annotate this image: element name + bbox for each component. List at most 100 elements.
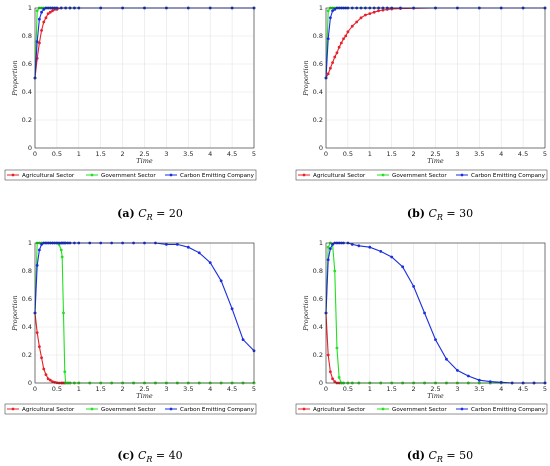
- legend-marker-government: [381, 173, 385, 177]
- x-axis-label: Time: [136, 392, 153, 400]
- data-point-agricultural: [40, 29, 43, 32]
- x-tick-label: 1.5: [96, 385, 106, 393]
- data-point-carbon: [350, 243, 354, 246]
- caption-b: (b) CR = 30: [406, 207, 474, 223]
- x-tick-label: 1.5: [387, 385, 397, 393]
- data-point-carbon: [326, 37, 330, 41]
- y-tick-label: 1: [28, 239, 32, 247]
- data-point-agricultural: [326, 353, 330, 357]
- x-axis-label: Time: [427, 157, 444, 165]
- y-tick-label: 0.8: [22, 32, 32, 40]
- x-tick-label: 4.5: [227, 150, 237, 158]
- y-tick-label: 0.4: [22, 88, 32, 96]
- y-axis-label: Proportion: [11, 295, 19, 331]
- legend-label-carbon: Carbon Emitting Company: [471, 173, 546, 179]
- legend-label-carbon: Carbon Emitting Company: [471, 407, 546, 413]
- x-tick-label: 1: [368, 385, 372, 393]
- x-tick-label: 5: [543, 385, 547, 393]
- data-point-agricultural: [335, 51, 339, 55]
- x-tick-label: 2: [121, 385, 125, 393]
- data-point-agricultural: [46, 377, 50, 381]
- y-tick-label: 0.6: [22, 295, 32, 303]
- data-point-agricultural: [326, 72, 330, 76]
- x-tick-label: 3.5: [474, 150, 484, 158]
- data-point-agricultural: [333, 380, 337, 383]
- x-tick-label: 0: [324, 385, 328, 393]
- x-tick-label: 2.5: [139, 150, 149, 158]
- legend-label-agricultural: Agricultural Sector: [22, 173, 75, 179]
- data-point-carbon: [331, 9, 334, 13]
- legend-label-agricultural: Agricultural Sector: [22, 407, 75, 413]
- y-tick-label: 0: [319, 379, 323, 387]
- data-point-carbon: [40, 243, 43, 246]
- data-point-carbon: [35, 264, 39, 267]
- legend-marker-carbon: [460, 173, 464, 177]
- data-point-agricultural: [46, 12, 50, 16]
- data-point-government: [60, 255, 64, 259]
- data-point-carbon: [230, 307, 234, 311]
- data-point-government: [62, 311, 65, 315]
- data-point-carbon: [328, 247, 332, 251]
- x-tick-label: 3: [455, 150, 459, 158]
- data-point-carbon: [331, 243, 334, 246]
- legend-marker-agricultural: [11, 173, 15, 177]
- legend-label-carbon: Carbon Emitting Company: [180, 407, 255, 413]
- data-point-agricultural: [328, 66, 332, 70]
- data-point-carbon: [445, 357, 448, 361]
- plot-frame: [325, 242, 546, 384]
- legend-marker-government: [90, 173, 94, 177]
- x-tick-label: 4: [499, 150, 503, 158]
- y-tick-label: 0.8: [313, 267, 323, 275]
- chart-panel-b: 0 0.5 1 1.5 2 2.5 3 3.5 4 4.5 5 0 0.2 0.4 0.6 0.8 1 Time P…: [295, 4, 548, 181]
- data-point-carbon: [186, 245, 190, 249]
- data-point-carbon: [326, 258, 330, 262]
- data-point-carbon: [208, 261, 212, 264]
- legend-label-government: Government Sector: [392, 173, 447, 179]
- x-tick-label: 3.5: [474, 385, 484, 393]
- x-tick-label: 1.5: [387, 150, 397, 158]
- data-point-agricultural: [37, 41, 41, 45]
- y-axis-label: Proportion: [302, 295, 310, 331]
- x-tick-label: 3.5: [183, 150, 193, 158]
- data-point-government: [335, 346, 339, 350]
- caption-d: (d) CR = 50: [406, 449, 474, 465]
- x-tick-label: 3: [164, 150, 168, 158]
- y-tick-label: 1: [319, 4, 323, 12]
- data-point-government: [326, 9, 330, 13]
- x-tick-label: 0.5: [343, 385, 353, 393]
- data-point-carbon: [412, 285, 415, 288]
- x-tick-label: 1: [368, 150, 372, 158]
- legend-label-government: Government Sector: [101, 173, 156, 179]
- chart-panel-d: 0 0.5 1 1.5 2 2.5 3 3.5 4 4.5 5 0 0.2 0.4 0.6 0.8 1 Time P…: [295, 239, 548, 415]
- data-point-government: [59, 248, 63, 252]
- caption-c: (c) CR = 40: [117, 449, 183, 465]
- data-point-carbon: [401, 265, 405, 269]
- x-tick-label: 2.5: [139, 385, 149, 393]
- data-point-carbon: [434, 338, 437, 341]
- y-tick-label: 0.2: [313, 116, 323, 124]
- x-tick-label: 1: [77, 150, 81, 158]
- data-point-agricultural: [342, 37, 345, 41]
- data-point-agricultural: [51, 380, 54, 383]
- y-tick-label: 0: [28, 144, 32, 152]
- data-point-agricultural: [368, 12, 372, 16]
- x-tick-label: 0.5: [343, 150, 353, 158]
- y-tick-label: 0.6: [22, 60, 32, 68]
- data-point-government: [63, 370, 67, 374]
- legend-marker-agricultural: [302, 407, 306, 411]
- x-tick-label: 3: [455, 385, 459, 393]
- y-tick-label: 0.4: [313, 323, 323, 331]
- legend-marker-carbon: [169, 407, 173, 411]
- data-point-government: [333, 269, 337, 273]
- data-point-carbon: [37, 17, 41, 21]
- legend-marker-government: [90, 407, 94, 411]
- data-point-agricultural: [40, 356, 43, 360]
- data-point-carbon: [456, 369, 459, 372]
- plot-frame: [34, 7, 255, 149]
- legend-label-government: Government Sector: [392, 407, 447, 413]
- x-tick-label: 1: [77, 385, 81, 393]
- x-tick-label: 0: [324, 150, 328, 158]
- data-point-agricultural: [333, 55, 337, 59]
- data-point-carbon: [328, 16, 332, 20]
